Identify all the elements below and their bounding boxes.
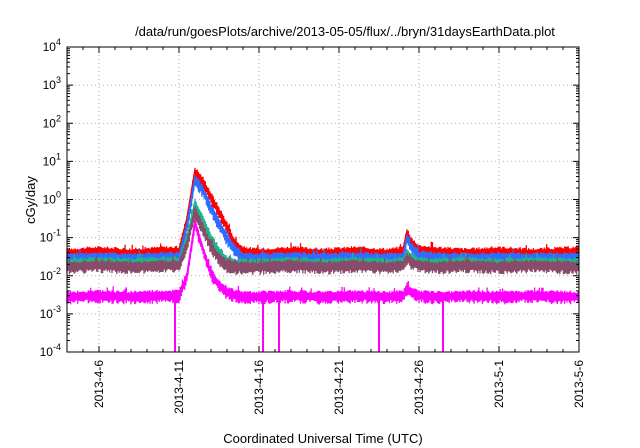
x-tick-label: 2013-4-26: [412, 360, 426, 415]
chart-title: /data/run/goesPlots/archive/2013-05-05/f…: [135, 24, 555, 39]
y-tick-base: 10: [40, 345, 54, 359]
y-tick-exponent: 3: [56, 75, 61, 85]
y-tick-exponent: 1: [56, 151, 61, 161]
x-tick-label: 2013-4-21: [332, 360, 346, 415]
y-tick-exponent: 4: [56, 37, 61, 47]
y-tick-base: 10: [40, 307, 54, 321]
y-tick-label: 10-1: [40, 228, 61, 245]
x-tick-label: 2013-4-16: [252, 360, 266, 415]
y-tick-base: 10: [43, 116, 57, 130]
grid: [67, 47, 579, 352]
y-tick-label: 100: [43, 190, 61, 207]
y-tick-base: 10: [40, 269, 54, 283]
series-line: [66, 168, 580, 254]
y-tick-label: 10-2: [40, 266, 61, 283]
y-tick-base: 10: [43, 40, 57, 54]
series: [66, 219, 580, 352]
y-tick-exponent: -4: [53, 342, 61, 352]
x-tick-label: 2013-5-1: [492, 360, 506, 408]
y-tick-label: 102: [43, 113, 61, 130]
x-tick-label: 2013-4-6: [92, 360, 106, 408]
y-tick-base: 10: [43, 154, 57, 168]
x-tick-label: 2013-5-6: [572, 360, 586, 408]
y-tick-exponent: -3: [53, 304, 61, 314]
y-tick-base: 10: [43, 78, 57, 92]
y-tick-exponent: 0: [56, 190, 61, 200]
y-axis-label: cGy/day: [23, 176, 38, 224]
y-tick-exponent: 2: [56, 113, 61, 123]
y-tick-exponent: -1: [53, 228, 61, 238]
series: [66, 167, 580, 262]
y-tick-label: 104: [43, 37, 61, 54]
y-tick-label: 10-3: [40, 304, 61, 321]
y-tick-label: 10-4: [40, 342, 61, 359]
series-line: [66, 222, 580, 297]
y-tick-base: 10: [40, 231, 54, 245]
y-tick-label: 103: [43, 75, 61, 92]
series-band: [66, 167, 579, 262]
x-axis: 2013-4-6 2013-4-11 2013-4-16 2013-4-21 2013-…: [66, 47, 586, 415]
y-tick-label: 101: [43, 151, 61, 168]
series-layer: [66, 167, 580, 352]
y-tick-base: 10: [43, 193, 57, 207]
x-tick-label: 2013-4-11: [172, 360, 186, 414]
x-axis-label: Coordinated Universal Time (UTC): [223, 431, 422, 446]
series-line: [66, 208, 580, 268]
series: [66, 206, 580, 275]
y-tick-exponent: -2: [53, 266, 61, 276]
series-line: [66, 176, 580, 259]
